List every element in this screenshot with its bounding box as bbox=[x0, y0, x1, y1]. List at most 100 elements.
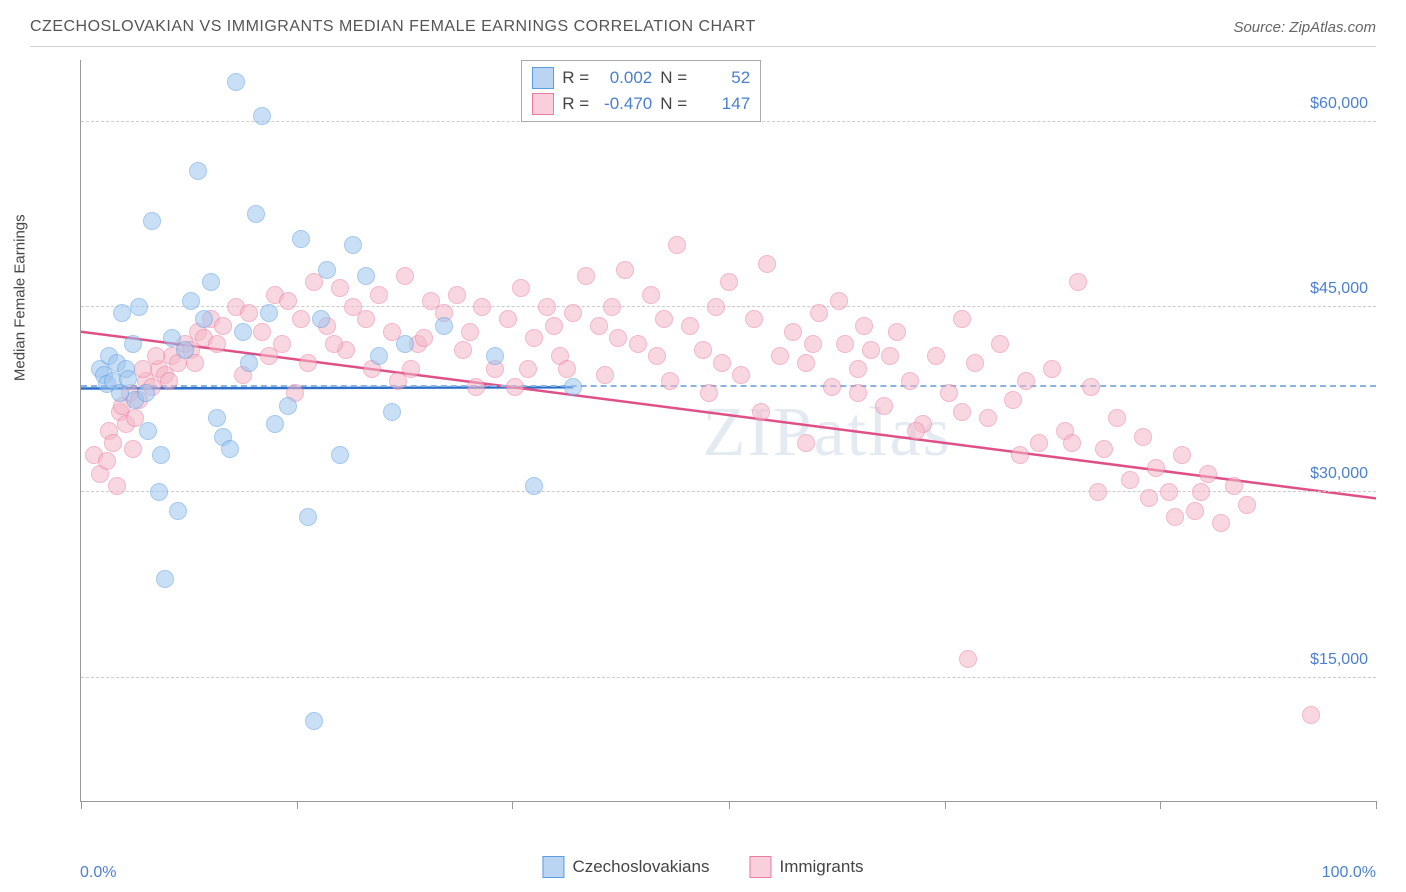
r-label-b: R = bbox=[562, 94, 589, 114]
data-point bbox=[383, 403, 401, 421]
data-point bbox=[752, 403, 770, 421]
plot-area: ZIPatlas R = 0.002 N = 52 R = -0.470 N =… bbox=[80, 60, 1376, 802]
data-point bbox=[240, 354, 258, 372]
r-value-b: -0.470 bbox=[597, 94, 652, 114]
swatch-b-icon bbox=[532, 93, 554, 115]
y-tick-label: $30,000 bbox=[1310, 465, 1368, 483]
data-point bbox=[979, 409, 997, 427]
data-point bbox=[758, 255, 776, 273]
gridline bbox=[81, 491, 1376, 492]
data-point bbox=[370, 286, 388, 304]
data-point bbox=[991, 335, 1009, 353]
data-point bbox=[720, 273, 738, 291]
data-point bbox=[810, 304, 828, 322]
n-label-b: N = bbox=[660, 94, 687, 114]
y-axis-label: Median Female Earnings bbox=[12, 214, 29, 381]
data-point bbox=[849, 384, 867, 402]
data-point bbox=[1225, 477, 1243, 495]
data-point bbox=[130, 298, 148, 316]
data-point bbox=[836, 335, 854, 353]
data-point bbox=[681, 317, 699, 335]
data-point bbox=[1095, 440, 1113, 458]
data-point bbox=[182, 292, 200, 310]
data-point bbox=[1186, 502, 1204, 520]
n-label-a: N = bbox=[660, 68, 687, 88]
legend-item-a: Czechoslovakians bbox=[542, 856, 709, 878]
data-point bbox=[104, 434, 122, 452]
data-point bbox=[1108, 409, 1126, 427]
data-point bbox=[227, 73, 245, 91]
data-point bbox=[1011, 446, 1029, 464]
data-point bbox=[648, 347, 666, 365]
data-point bbox=[461, 323, 479, 341]
data-point bbox=[499, 310, 517, 328]
data-point bbox=[208, 409, 226, 427]
data-point bbox=[160, 372, 178, 390]
data-point bbox=[616, 261, 634, 279]
data-point bbox=[98, 452, 116, 470]
data-point bbox=[152, 446, 170, 464]
data-point bbox=[1121, 471, 1139, 489]
data-point bbox=[143, 212, 161, 230]
data-point bbox=[966, 354, 984, 372]
legend-swatch-a-icon bbox=[542, 856, 564, 878]
data-point bbox=[512, 279, 530, 297]
data-point bbox=[1017, 372, 1035, 390]
data-point bbox=[150, 483, 168, 501]
data-point bbox=[234, 323, 252, 341]
data-point bbox=[1082, 378, 1100, 396]
data-point bbox=[402, 360, 420, 378]
legend-swatch-b-icon bbox=[749, 856, 771, 878]
data-point bbox=[331, 279, 349, 297]
data-point bbox=[545, 317, 563, 335]
legend-label-a: Czechoslovakians bbox=[572, 857, 709, 877]
data-point bbox=[370, 347, 388, 365]
data-point bbox=[745, 310, 763, 328]
data-point bbox=[506, 378, 524, 396]
data-point bbox=[139, 422, 157, 440]
data-point bbox=[771, 347, 789, 365]
x-tick bbox=[729, 801, 730, 809]
x-tick bbox=[1376, 801, 1377, 809]
stats-row-a: R = 0.002 N = 52 bbox=[532, 65, 750, 91]
data-point bbox=[260, 347, 278, 365]
legend: Czechoslovakians Immigrants bbox=[542, 856, 863, 878]
data-point bbox=[435, 317, 453, 335]
data-point bbox=[396, 267, 414, 285]
data-point bbox=[147, 347, 165, 365]
data-point bbox=[344, 236, 362, 254]
swatch-a-icon bbox=[532, 67, 554, 89]
data-point bbox=[247, 205, 265, 223]
data-point bbox=[538, 298, 556, 316]
data-point bbox=[1160, 483, 1178, 501]
data-point bbox=[169, 502, 187, 520]
data-point bbox=[305, 712, 323, 730]
data-point bbox=[953, 310, 971, 328]
data-point bbox=[1302, 706, 1320, 724]
y-tick-label: $45,000 bbox=[1310, 280, 1368, 298]
data-point bbox=[694, 341, 712, 359]
data-point bbox=[325, 335, 343, 353]
data-point bbox=[1192, 483, 1210, 501]
y-tick-label: $15,000 bbox=[1310, 651, 1368, 669]
r-label-a: R = bbox=[562, 68, 589, 88]
data-point bbox=[318, 261, 336, 279]
data-point bbox=[525, 329, 543, 347]
data-point bbox=[331, 446, 349, 464]
data-point bbox=[609, 329, 627, 347]
data-point bbox=[525, 477, 543, 495]
chart-header: CZECHOSLOVAKIAN VS IMMIGRANTS MEDIAN FEM… bbox=[30, 18, 1376, 47]
data-point bbox=[1173, 446, 1191, 464]
data-point bbox=[1147, 459, 1165, 477]
data-point bbox=[253, 107, 271, 125]
data-point bbox=[119, 370, 137, 388]
data-point bbox=[137, 384, 155, 402]
n-value-a: 52 bbox=[695, 68, 750, 88]
data-point bbox=[1134, 428, 1152, 446]
data-point bbox=[1069, 273, 1087, 291]
data-point bbox=[202, 273, 220, 291]
data-point bbox=[195, 310, 213, 328]
chart-title: CZECHOSLOVAKIAN VS IMMIGRANTS MEDIAN FEM… bbox=[30, 18, 756, 36]
data-point bbox=[253, 323, 271, 341]
data-point bbox=[189, 162, 207, 180]
